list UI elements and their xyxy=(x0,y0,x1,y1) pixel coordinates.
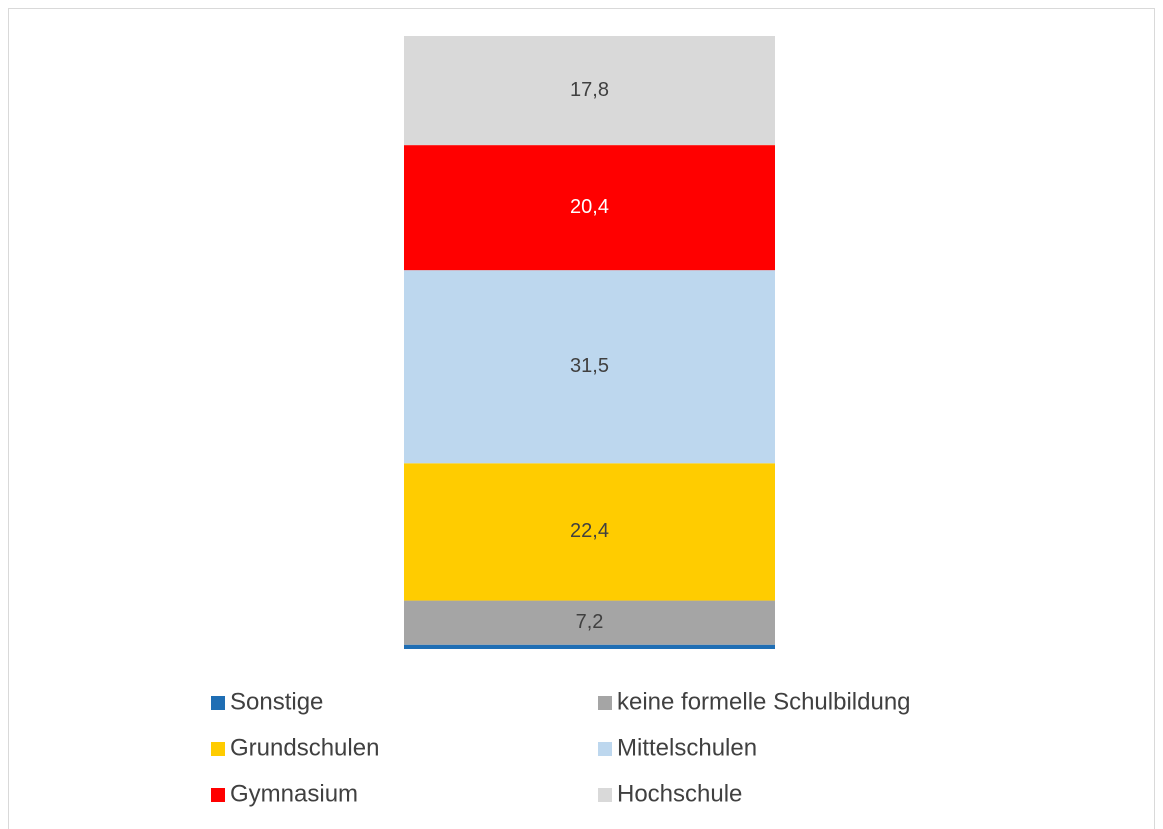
legend-label: Gymnasium xyxy=(230,780,358,807)
legend-label: Grundschulen xyxy=(230,734,379,761)
bar-segment xyxy=(404,270,775,464)
legend-label: Mittelschulen xyxy=(617,734,757,761)
legend-swatch xyxy=(211,742,225,756)
legend-label: keine formelle Schulbildung xyxy=(617,688,911,715)
legend-swatch xyxy=(598,742,612,756)
data-label: 20,4 xyxy=(570,196,609,218)
bar-segment xyxy=(404,36,775,146)
bar-segment xyxy=(404,145,775,271)
data-label: 22,4 xyxy=(570,520,609,542)
legend-swatch xyxy=(211,696,225,710)
legend-swatch xyxy=(211,788,225,802)
bar-segment xyxy=(404,600,775,645)
legend-swatch xyxy=(598,788,612,802)
legend-swatch xyxy=(598,696,612,710)
data-label: 7,2 xyxy=(576,611,604,633)
legend-label: Sonstige xyxy=(230,688,323,715)
data-label: 31,5 xyxy=(570,355,609,377)
bar-segment xyxy=(404,463,775,601)
bar-segment xyxy=(404,644,775,649)
legend-label: Hochschule xyxy=(617,780,742,807)
data-label: 17,8 xyxy=(570,79,609,101)
